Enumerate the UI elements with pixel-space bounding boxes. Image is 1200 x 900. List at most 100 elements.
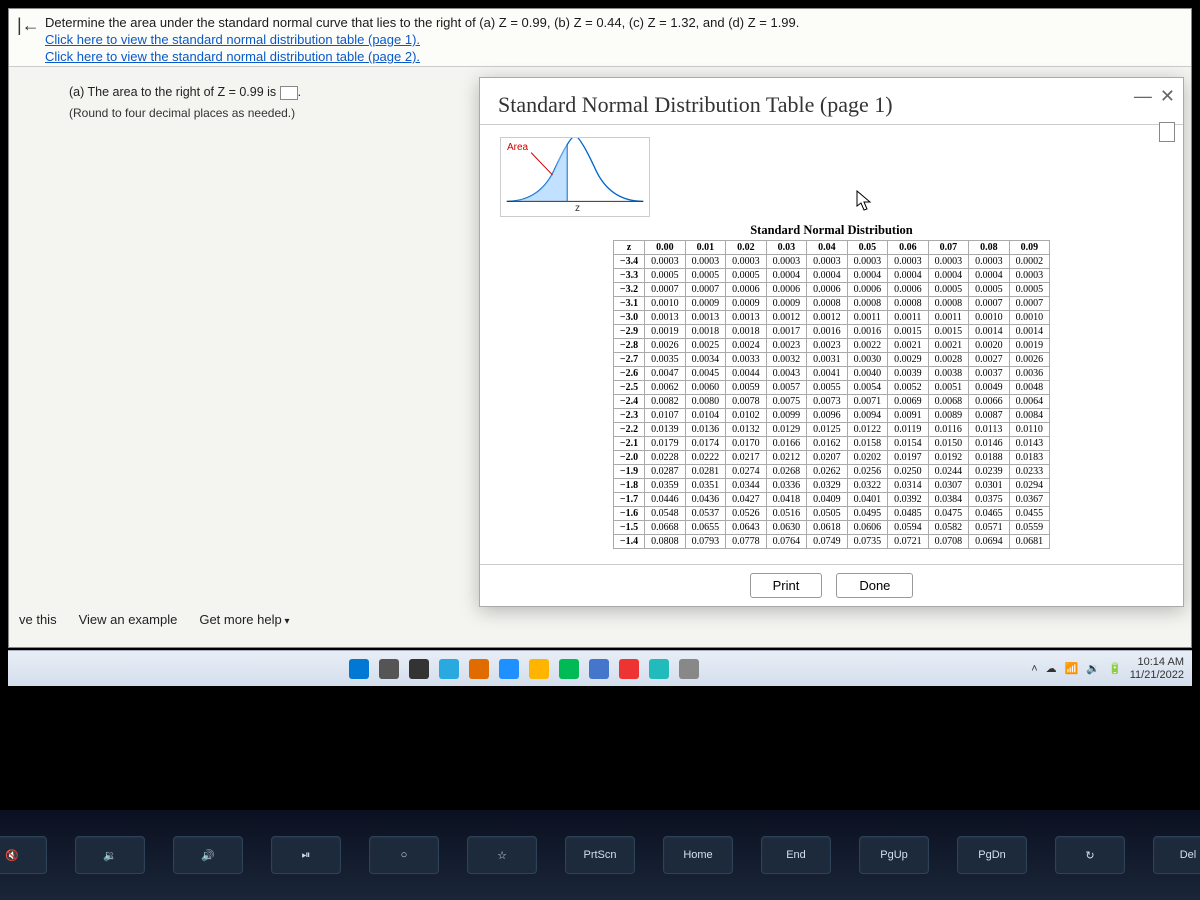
get-more-help[interactable]: Get more help	[199, 612, 289, 627]
wifi-icon[interactable]: 📶	[1065, 662, 1079, 675]
table-cell: 0.0708	[928, 535, 969, 549]
table-cell: 0.0006	[807, 283, 848, 297]
chevron-up-icon[interactable]: ˄	[1031, 663, 1037, 675]
table-cell: 0.0013	[726, 311, 767, 325]
table-cell: 0.0764	[766, 535, 807, 549]
taskbar-app-icon[interactable]	[439, 659, 459, 679]
row-header: −2.6	[613, 367, 644, 381]
table-link-page1[interactable]: Click here to view the standard normal d…	[45, 32, 420, 47]
table-cell: 0.0025	[685, 339, 726, 353]
table-cell: 0.0526	[726, 507, 767, 521]
table-cell: 0.0064	[1009, 395, 1050, 409]
table-cell: 0.0375	[969, 493, 1010, 507]
table-cell: 0.0170	[726, 437, 767, 451]
table-row: −2.40.00820.00800.00780.00750.00730.0071…	[613, 395, 1049, 409]
table-cell: 0.0027	[969, 353, 1010, 367]
taskbar-app-icon[interactable]	[559, 659, 579, 679]
table-cell: 0.0011	[928, 311, 969, 325]
battery-icon[interactable]: 🔋	[1108, 662, 1122, 675]
system-tray[interactable]: ˄ ☁ 📶 🔉 🔋 10:14 AM 11/21/2022	[1031, 656, 1184, 680]
volume-icon[interactable]: 🔉	[1086, 662, 1100, 675]
col-header: 0.01	[685, 241, 726, 255]
taskbar-app-icon[interactable]	[649, 659, 669, 679]
taskbar-app-icon[interactable]	[469, 659, 489, 679]
taskbar-clock[interactable]: 10:14 AM 11/21/2022	[1130, 656, 1184, 680]
table-cell: 0.0287	[645, 465, 686, 479]
table-row: −2.50.00620.00600.00590.00570.00550.0054…	[613, 381, 1049, 395]
table-cell: 0.0009	[766, 297, 807, 311]
taskbar-app-icon[interactable]	[379, 659, 399, 679]
table-row: −2.30.01070.01040.01020.00990.00960.0094…	[613, 409, 1049, 423]
table-cell: 0.0436	[685, 493, 726, 507]
table-cell: 0.0174	[685, 437, 726, 451]
taskbar-app-icon[interactable]	[499, 659, 519, 679]
table-cell: 0.0322	[847, 479, 888, 493]
minimize-icon[interactable]: —	[1134, 86, 1152, 107]
table-cell: 0.0005	[685, 269, 726, 283]
table-link-page2[interactable]: Click here to view the standard normal d…	[45, 49, 420, 64]
col-header: 0.09	[1009, 241, 1050, 255]
keyboard-key: ☆	[467, 836, 537, 874]
modal-body[interactable]: Area z Standard Normal Distribution z0.0…	[480, 124, 1183, 564]
table-cell: 0.0197	[888, 451, 929, 465]
answer-input[interactable]	[280, 86, 298, 100]
table-row: −2.10.01790.01740.01700.01660.01620.0158…	[613, 437, 1049, 451]
done-button[interactable]: Done	[836, 573, 913, 598]
table-cell: 0.0069	[888, 395, 929, 409]
taskbar-app-icon[interactable]	[529, 659, 549, 679]
table-cell: 0.0516	[766, 507, 807, 521]
windows-taskbar[interactable]: ˄ ☁ 📶 🔉 🔋 10:14 AM 11/21/2022	[8, 650, 1192, 686]
table-cell: 0.0359	[645, 479, 686, 493]
area-label: Area	[507, 142, 528, 153]
print-button[interactable]: Print	[750, 573, 823, 598]
table-cell: 0.0006	[888, 283, 929, 297]
table-cell: 0.0116	[928, 423, 969, 437]
distribution-table-modal: — ✕ Standard Normal Distribution Table (…	[479, 77, 1184, 607]
table-row: −3.30.00050.00050.00050.00040.00040.0004…	[613, 269, 1049, 283]
table-cell: 0.0409	[807, 493, 848, 507]
table-cell: 0.0017	[766, 325, 807, 339]
cloud-icon[interactable]: ☁	[1046, 662, 1057, 675]
taskbar-app-icon[interactable]	[349, 659, 369, 679]
clock-date: 11/21/2022	[1130, 669, 1184, 681]
table-cell: 0.0035	[645, 353, 686, 367]
table-cell: 0.0010	[1009, 311, 1050, 325]
table-cell: 0.0010	[969, 311, 1010, 325]
table-cell: 0.0139	[645, 423, 686, 437]
taskbar-app-icon[interactable]	[619, 659, 639, 679]
app-window: |← Determine the area under the standard…	[8, 8, 1192, 648]
row-header: −3.1	[613, 297, 644, 311]
table-cell: 0.0036	[1009, 367, 1050, 381]
table-cell: 0.0136	[685, 423, 726, 437]
table-cell: 0.0031	[807, 353, 848, 367]
table-cell: 0.0073	[807, 395, 848, 409]
modal-window-controls: — ✕	[1134, 86, 1175, 107]
taskbar-app-icon[interactable]	[679, 659, 699, 679]
table-cell: 0.0099	[766, 409, 807, 423]
col-header: 0.06	[888, 241, 929, 255]
back-icon[interactable]: |←	[17, 15, 40, 36]
taskbar-app-icon[interactable]	[409, 659, 429, 679]
solve-this[interactable]: ve this	[19, 612, 57, 627]
table-cell: 0.0004	[847, 269, 888, 283]
row-header: −2.2	[613, 423, 644, 437]
table-cell: 0.0110	[1009, 423, 1050, 437]
table-cell: 0.0559	[1009, 521, 1050, 535]
table-cell: 0.0004	[969, 269, 1010, 283]
taskbar-app-icon[interactable]	[589, 659, 609, 679]
table-cell: 0.0009	[726, 297, 767, 311]
view-example[interactable]: View an example	[79, 612, 178, 627]
clock-time: 10:14 AM	[1130, 656, 1184, 668]
table-cell: 0.0030	[847, 353, 888, 367]
table-cell: 0.0009	[685, 297, 726, 311]
table-cell: 0.0004	[928, 269, 969, 283]
table-cell: 0.0192	[928, 451, 969, 465]
table-cell: 0.0039	[888, 367, 929, 381]
table-cell: 0.0008	[807, 297, 848, 311]
bookmark-icon[interactable]	[1159, 122, 1175, 142]
table-cell: 0.0668	[645, 521, 686, 535]
keyboard-key: PrtScn	[565, 836, 635, 874]
close-icon[interactable]: ✕	[1160, 86, 1175, 107]
row-header: −2.4	[613, 395, 644, 409]
table-cell: 0.0003	[726, 255, 767, 269]
